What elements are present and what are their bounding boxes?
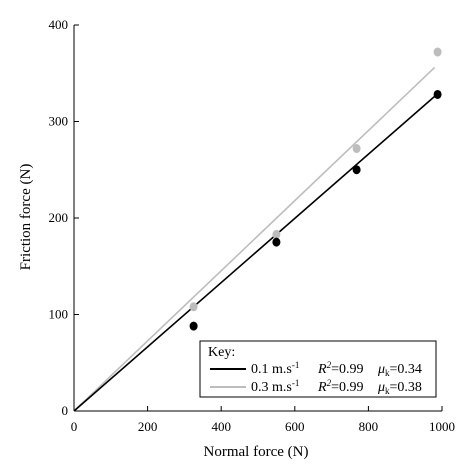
y-tick-label: 400 [49, 17, 69, 32]
legend-mu-sub: k [385, 386, 390, 396]
legend-r2-2: R2=0.99 [317, 378, 363, 395]
fit-lines [73, 66, 436, 412]
legend-mu-sub: k [385, 368, 390, 378]
y-axis-label: Friction force (N) [18, 164, 34, 271]
data-points [189, 47, 442, 331]
legend-mu-2: μk=0.38 [377, 380, 422, 396]
x-axis-label: Normal force (N) [204, 444, 309, 460]
x-tick-label: 400 [211, 419, 231, 434]
x-tick-label: 0 [71, 419, 78, 434]
x-tick-label: 1000 [429, 419, 455, 434]
x-tick-label: 800 [359, 419, 379, 434]
legend-r-symbol: R [317, 362, 327, 377]
legend-r2-1: R2=0.99 [317, 360, 363, 377]
axes: 0 200 400 600 800 1000 0 100 200 300 400 [49, 17, 456, 434]
data-point-series-1 [433, 89, 442, 99]
data-point-series-2 [352, 144, 361, 154]
x-tick-label: 200 [138, 419, 158, 434]
legend-r-sup: 2 [327, 360, 332, 370]
legend-r-symbol: R [317, 380, 327, 395]
legend-mu-symbol: μ [377, 380, 385, 395]
y-tick-label: 300 [49, 114, 69, 129]
data-point-series-1 [352, 165, 361, 175]
data-point-series-2 [272, 229, 281, 239]
legend-speed-1: 0.1 m.s-1 [251, 360, 299, 377]
legend-mu-1: μk=0.34 [377, 362, 422, 378]
legend-speed-sup: -1 [292, 378, 300, 388]
legend-speed-2: 0.3 m.s-1 [251, 378, 299, 395]
legend-mu-symbol: μ [377, 362, 385, 377]
legend-mu-value: =0.34 [390, 362, 422, 377]
data-point-series-2 [189, 302, 198, 312]
y-tick-label: 200 [49, 210, 69, 225]
data-point-series-1 [272, 237, 281, 247]
fit-line-2 [73, 66, 436, 412]
fit-line-1 [73, 95, 436, 412]
legend-title: Key: [208, 345, 235, 360]
legend-mu-value: =0.38 [390, 380, 422, 395]
data-point-series-2 [433, 47, 442, 57]
legend-r-sup: 2 [327, 378, 332, 388]
data-point-series-1 [189, 321, 198, 331]
legend-speed-sup: -1 [292, 360, 300, 370]
legend: Key:0.1 m.s-1 R2=0.99 μk=0.340.3 m.s-1 R2=0… [199, 340, 437, 398]
y-tick-label: 100 [49, 307, 69, 322]
y-tick-label: 0 [62, 403, 69, 418]
legend-r2-value: =0.99 [331, 362, 363, 377]
legend-r2-value: =0.99 [331, 380, 363, 395]
x-tick-label: 600 [285, 419, 305, 434]
